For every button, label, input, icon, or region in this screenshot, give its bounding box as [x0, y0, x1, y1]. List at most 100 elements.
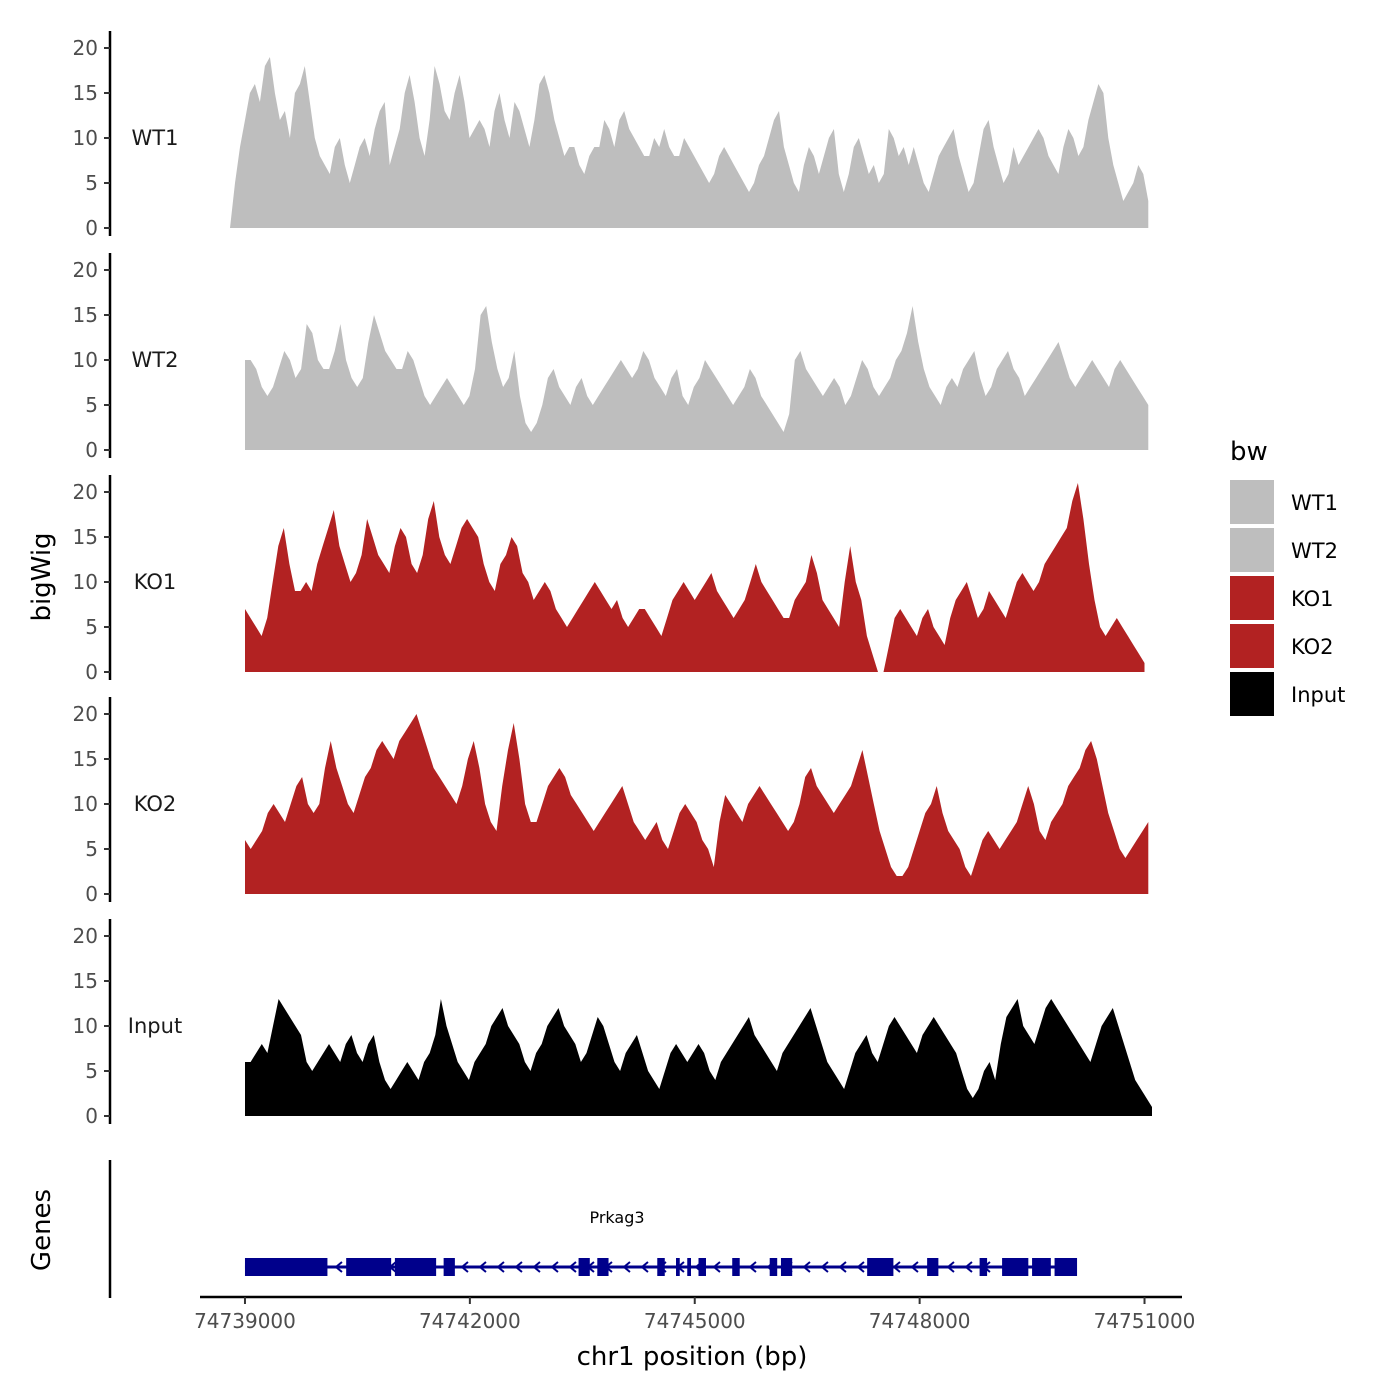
y-tick-label: 15 [73, 303, 98, 327]
track-panel-Input: 0 5 10 15 20 Input [73, 919, 1152, 1128]
coverage-area-KO2 [245, 714, 1149, 894]
track-label: WT2 [132, 348, 179, 372]
strand-arrow [946, 1261, 955, 1273]
y-tick-label: 20 [73, 480, 98, 504]
track-panel-KO1: 0 5 10 15 20 KO1 [73, 475, 1145, 684]
gene-exon [244, 1258, 328, 1276]
gene-name-label: Prkag3 [589, 1208, 644, 1227]
y-tick-label: 20 [73, 258, 98, 282]
legend-swatch-WT2 [1230, 528, 1274, 572]
y-tick-label: 15 [73, 747, 98, 771]
track-label: WT1 [132, 126, 179, 150]
y-tick-label: 10 [73, 1014, 98, 1038]
legend-label: KO1 [1291, 587, 1334, 611]
strand-arrow [964, 1261, 973, 1273]
legend-swatch-Input [1230, 672, 1274, 716]
y-tick-label: 0 [85, 660, 98, 684]
track-panels: 0 5 10 15 20 WT1 0 5 10 15 20 WT2 0 5 10 15 20 KO1 0 5 10 15 2… [73, 31, 1152, 1128]
y-tick-label: 15 [73, 525, 98, 549]
y-tick-label: 20 [73, 702, 98, 726]
y-tick-label: 5 [85, 615, 98, 639]
strand-arrow [838, 1261, 847, 1273]
track-panel-WT2: 0 5 10 15 20 WT2 [73, 253, 1149, 462]
strand-arrow [334, 1261, 343, 1273]
legend-label: WT1 [1291, 491, 1338, 515]
x-tick-label: 74745000 [644, 1309, 746, 1333]
legend-label: Input [1291, 683, 1345, 707]
legend-label: WT2 [1291, 539, 1338, 563]
y-tick-label: 10 [73, 348, 98, 372]
strand-arrow [622, 1261, 631, 1273]
legend-swatch-WT1 [1230, 480, 1274, 524]
y-tick-label: 15 [73, 81, 98, 105]
y-tick-label: 15 [73, 969, 98, 993]
y-tick-label: 5 [85, 1059, 98, 1083]
strand-arrow [568, 1261, 577, 1273]
x-tick-label: 74751000 [1094, 1309, 1196, 1333]
strand-arrow [478, 1261, 487, 1273]
gene-exon [597, 1258, 609, 1276]
gene-exon [927, 1258, 939, 1276]
gene-exon [732, 1258, 740, 1276]
coverage-area-Input [245, 999, 1152, 1116]
strand-arrow [748, 1261, 757, 1273]
y-tick-label: 5 [85, 171, 98, 195]
x-tick-label: 74742000 [419, 1309, 521, 1333]
track-label: Input [128, 1014, 182, 1038]
gene-exon [676, 1258, 680, 1276]
y-axis-title: bigWig [27, 532, 57, 621]
gene-exon [1002, 1258, 1029, 1276]
legend-swatch-KO2 [1230, 624, 1274, 668]
gene-exon [979, 1258, 988, 1276]
gene-exon [687, 1258, 691, 1276]
y-tick-label: 0 [85, 438, 98, 462]
gene-exon [1054, 1258, 1078, 1276]
track-panel-WT1: 0 5 10 15 20 WT1 [73, 31, 1149, 240]
track-panel-KO2: 0 5 10 15 20 KO2 [73, 697, 1149, 906]
x-tick-label: 74748000 [869, 1309, 971, 1333]
strand-arrow [802, 1261, 811, 1273]
strand-arrow [550, 1261, 559, 1273]
strand-arrow [856, 1261, 865, 1273]
gene-exon [780, 1258, 793, 1276]
gene-exon [578, 1258, 590, 1276]
gene-exon [1032, 1258, 1051, 1276]
y-tick-label: 10 [73, 570, 98, 594]
y-tick-label: 20 [73, 36, 98, 60]
coverage-area-WT1 [230, 57, 1149, 228]
track-label: KO1 [134, 570, 177, 594]
gene-exon [769, 1258, 778, 1276]
gene-exon [394, 1258, 437, 1276]
x-axis: 74739000 74742000 74745000 74748000 74751000 [194, 1295, 1196, 1333]
y-tick-label: 10 [73, 126, 98, 150]
y-tick-label: 10 [73, 792, 98, 816]
strand-arrow [514, 1261, 523, 1273]
gene-exon [867, 1258, 894, 1276]
y-tick-label: 0 [85, 216, 98, 240]
strand-arrow [460, 1261, 469, 1273]
y-tick-label: 5 [85, 393, 98, 417]
legend-swatch-KO1 [1230, 576, 1274, 620]
strand-arrow [892, 1261, 901, 1273]
track-label: KO2 [134, 792, 177, 816]
gene-exon [657, 1258, 665, 1276]
strand-arrow [532, 1261, 541, 1273]
coverage-area-KO1 [245, 483, 1145, 672]
y-tick-label: 5 [85, 837, 98, 861]
x-tick-label: 74739000 [194, 1309, 296, 1333]
legend-label: KO2 [1291, 635, 1334, 659]
strand-arrow [496, 1261, 505, 1273]
gene-Prkag3: Prkag3 [244, 1208, 1078, 1276]
strand-arrow [820, 1261, 829, 1273]
strand-arrow [640, 1261, 649, 1273]
gene-exon [346, 1258, 392, 1276]
genes-panel: Prkag3 [108, 1160, 1078, 1298]
gene-exon [443, 1258, 455, 1276]
x-axis-title: chr1 position (bp) [577, 1342, 808, 1372]
y-tick-label: 0 [85, 1104, 98, 1128]
y-tick-label: 20 [73, 924, 98, 948]
strand-arrow [712, 1261, 721, 1273]
legend-title: bw [1230, 437, 1268, 467]
y-tick-label: 0 [85, 882, 98, 906]
